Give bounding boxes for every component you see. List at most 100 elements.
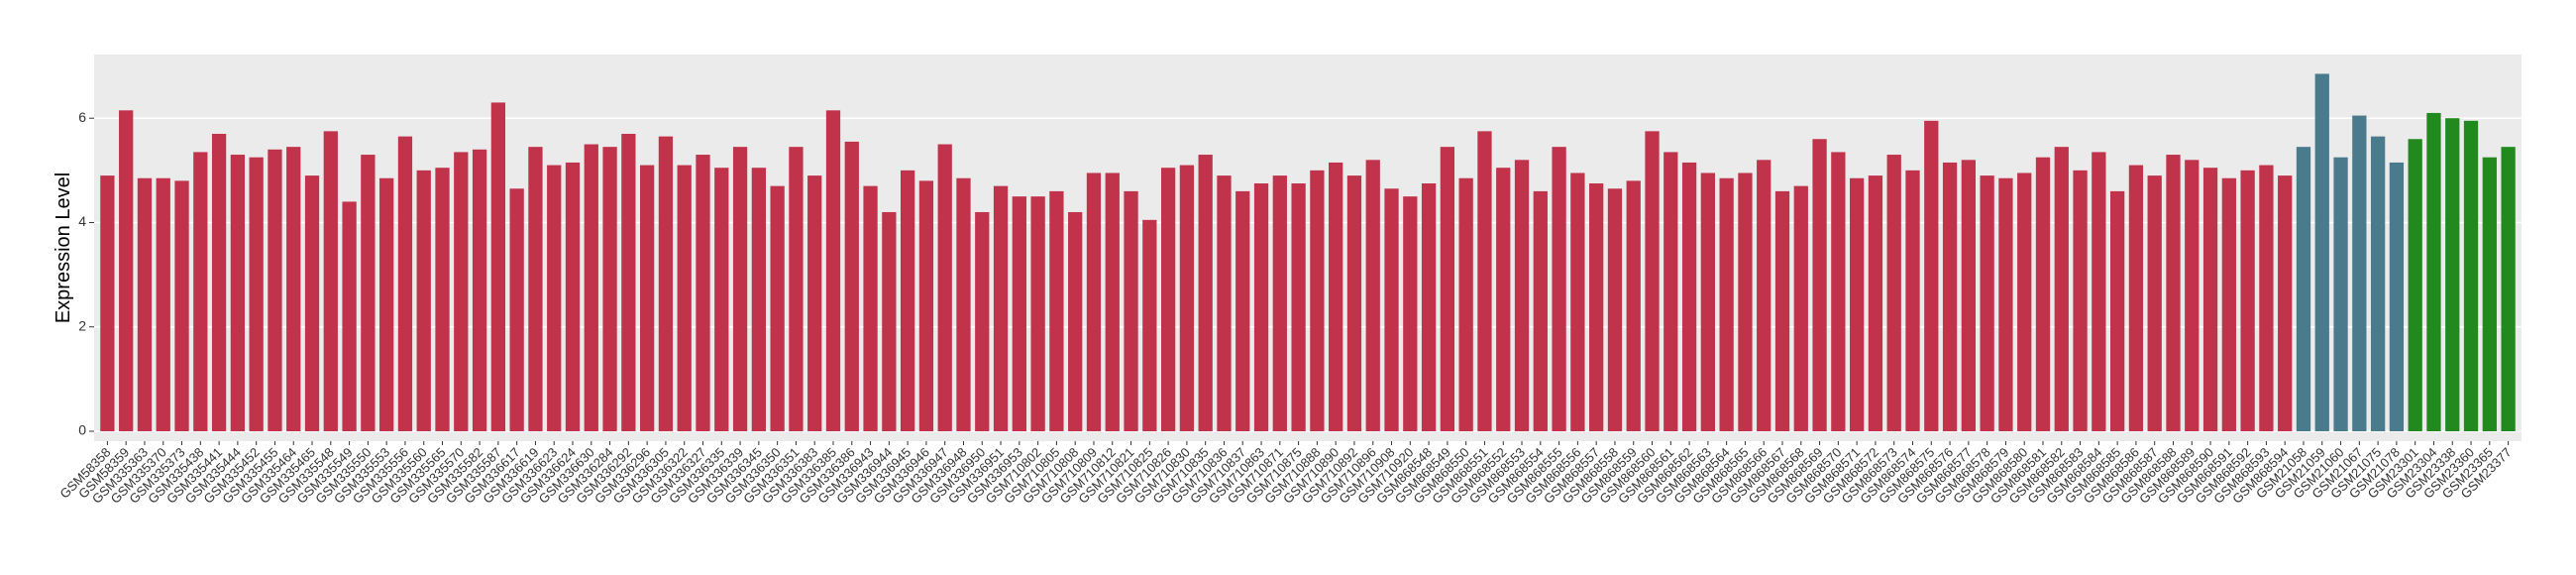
bar: [1329, 162, 1343, 431]
bar: [2370, 136, 2386, 431]
bar: [1738, 172, 1753, 431]
bar: [1886, 155, 1901, 432]
bar: [1012, 196, 1026, 431]
bar: [677, 165, 692, 431]
bar: [770, 185, 785, 431]
bar: [119, 110, 134, 431]
bar: [565, 162, 581, 431]
bar: [696, 155, 710, 432]
bar: [1477, 131, 1492, 432]
bar: [528, 147, 543, 431]
y-tick-label: 2: [78, 317, 86, 333]
bar: [1924, 120, 1939, 431]
bar: [658, 136, 674, 431]
bar: [918, 180, 934, 431]
bar: [1942, 162, 1958, 431]
bar: [1403, 196, 1418, 431]
bar: [2389, 162, 2405, 431]
bar: [1235, 190, 1250, 431]
y-axis-title: Expression Level: [53, 172, 74, 323]
bar: [1105, 172, 1120, 431]
bar: [2185, 160, 2200, 431]
bar: [1831, 152, 1846, 431]
bar: [1607, 188, 1623, 431]
bar: [2202, 168, 2218, 432]
bar: [2352, 115, 2367, 431]
bar: [193, 152, 208, 431]
bar: [2445, 118, 2460, 432]
bar: [1086, 172, 1102, 431]
bar: [509, 188, 524, 431]
bar: [640, 165, 655, 431]
bar: [2463, 120, 2479, 431]
bar: [1664, 152, 1678, 431]
bar: [174, 180, 189, 431]
bar: [286, 147, 301, 431]
bar: [2054, 147, 2069, 431]
bar: [807, 175, 822, 431]
bar: [1421, 183, 1437, 431]
bar: [1496, 168, 1511, 432]
bar: [1774, 190, 1790, 431]
bar: [1142, 219, 1157, 431]
bar: [397, 136, 413, 431]
bar: [602, 147, 617, 431]
bar: [2221, 177, 2236, 431]
bar: [882, 211, 897, 431]
bar: [1310, 170, 1325, 431]
bar: [268, 149, 282, 431]
bar: [844, 141, 859, 432]
bar: [621, 134, 636, 431]
bar: [1049, 190, 1064, 431]
bar: [2017, 172, 2032, 431]
bar: [1757, 160, 1771, 431]
bar: [993, 185, 1009, 431]
bar: [1198, 155, 1213, 432]
bar: [2035, 157, 2051, 431]
bar: [1533, 190, 1548, 431]
bar: [825, 110, 841, 431]
y-tick-label: 4: [78, 213, 86, 229]
bar: [454, 152, 469, 431]
bar: [1346, 175, 1362, 431]
bar: [1160, 168, 1176, 432]
bar: [156, 177, 170, 431]
bar: [2314, 73, 2329, 431]
bar: [1272, 175, 1287, 431]
bar: [863, 185, 878, 431]
bar: [211, 134, 227, 431]
bar: [2109, 190, 2125, 431]
bar: [435, 168, 450, 432]
bar: [1589, 183, 1604, 431]
bar: [1514, 160, 1530, 431]
bar: [714, 168, 729, 432]
bar: [547, 165, 562, 431]
bar: [1365, 160, 1380, 431]
bar: [1570, 172, 1585, 431]
bar: [1217, 175, 1232, 431]
bar: [2296, 147, 2311, 431]
bar: [1850, 177, 1865, 431]
bar: [2482, 157, 2497, 431]
bar: [304, 175, 320, 431]
bar: [2259, 165, 2274, 431]
bar: [1681, 162, 1697, 431]
bar: [2092, 152, 2106, 431]
bar: [1961, 160, 1976, 431]
bar: [2501, 147, 2516, 431]
bar: [1719, 177, 1734, 431]
bar: [1068, 211, 1083, 431]
bar: [584, 144, 598, 432]
bar: [379, 177, 394, 431]
bar: [490, 102, 506, 431]
bar: [2278, 175, 2293, 431]
bar: [1980, 175, 1994, 431]
bar: [1458, 177, 1473, 431]
bar: [2147, 175, 2162, 431]
bar: [342, 201, 357, 431]
bar: [1812, 139, 1827, 431]
bar: [1700, 172, 1716, 431]
bar: [2240, 170, 2255, 431]
bar: [937, 144, 952, 432]
